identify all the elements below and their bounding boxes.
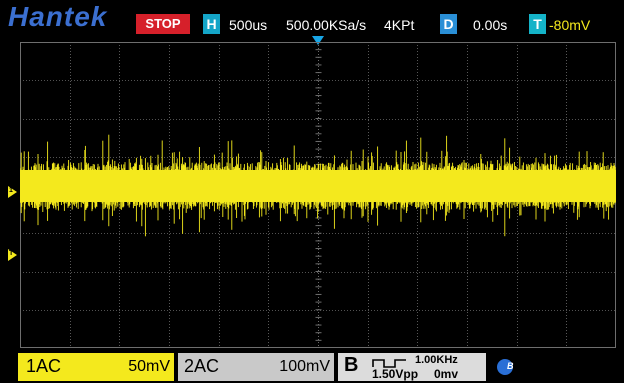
timebase-value: 500us bbox=[229, 17, 268, 33]
trigger-level-marker[interactable]: T bbox=[8, 249, 17, 261]
trigger-tag[interactable]: T bbox=[529, 14, 546, 34]
top-status-bar: Hantek STOP H 500us 500.00KSa/s 4KPt D 0… bbox=[0, 0, 624, 45]
run-stop-status[interactable]: STOP bbox=[136, 14, 190, 34]
ch1-waveform-trace bbox=[20, 134, 616, 237]
ch2-scale: 100mV bbox=[279, 358, 330, 375]
ch2-settings-button[interactable]: 2AC 100mV bbox=[178, 353, 334, 381]
ch2-name: 2AC bbox=[184, 356, 220, 376]
brand-logo: Hantek bbox=[8, 1, 108, 32]
bluetooth-icon[interactable]: B bbox=[497, 359, 514, 375]
delay-tag[interactable]: D bbox=[440, 14, 457, 34]
waveform-screen[interactable] bbox=[20, 42, 616, 348]
ch1-settings-button[interactable]: 1AC 50mV bbox=[18, 353, 174, 381]
generator-amplitude: 1.50Vpp bbox=[372, 367, 419, 381]
delay-value: 0.00s bbox=[473, 17, 508, 33]
sample-rate-value: 500.00KSa/s bbox=[286, 17, 367, 33]
generator-name: B bbox=[344, 354, 359, 376]
generator-offset: 0mv bbox=[434, 367, 459, 381]
generator-frequency: 1.00KHz bbox=[415, 354, 458, 366]
signal-generator-button[interactable]: B 1.00KHz 1.50Vpp 0mv bbox=[338, 353, 486, 381]
memory-depth-value: 4KPt bbox=[384, 17, 415, 33]
horizontal-tag[interactable]: H bbox=[203, 14, 220, 34]
trace-core-band bbox=[20, 170, 616, 202]
ch1-scale: 50mV bbox=[128, 358, 170, 375]
trigger-position-icon[interactable] bbox=[312, 36, 324, 45]
ch1-ground-marker[interactable]: 1 bbox=[8, 186, 17, 198]
square-wave-icon bbox=[372, 359, 406, 368]
trigger-level-value: -80mV bbox=[549, 17, 591, 33]
ch1-name: 1AC bbox=[26, 356, 62, 376]
